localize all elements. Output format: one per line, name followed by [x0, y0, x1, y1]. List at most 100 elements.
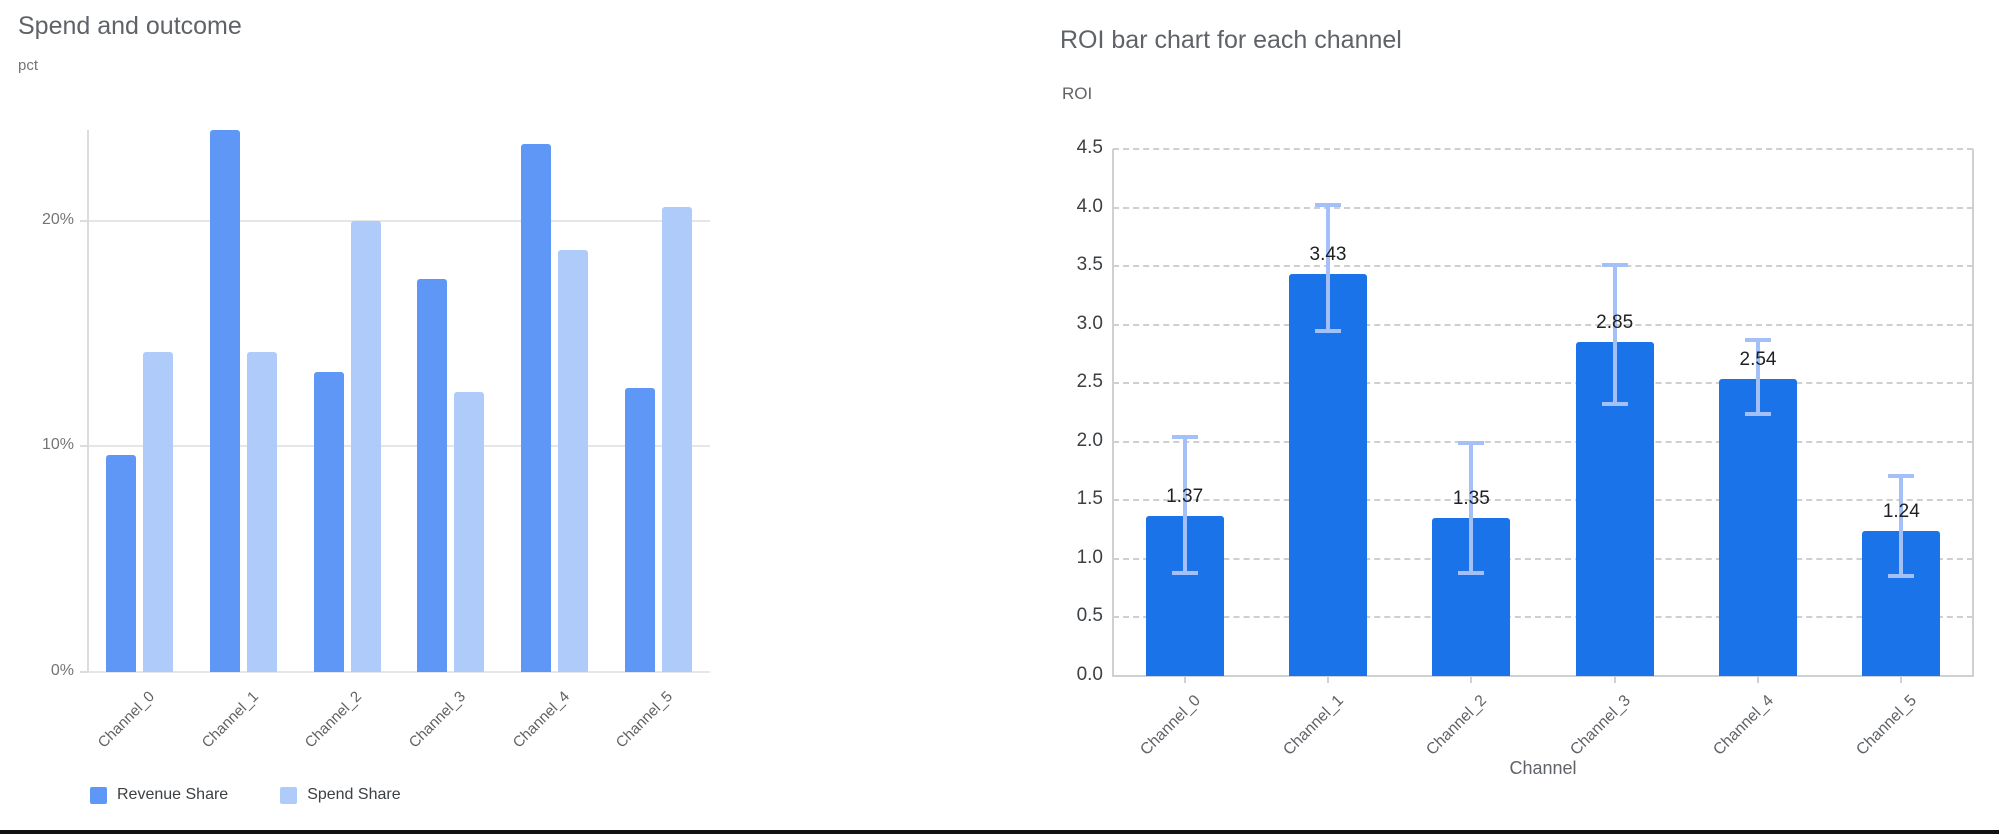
error-bar-cap-bottom-channel_1 [1315, 328, 1341, 333]
right-y-tick-label: 2.5 [1076, 371, 1103, 393]
right-x-tickmark [1613, 676, 1616, 683]
roi-value-label-channel_3: 2.85 [1596, 312, 1634, 334]
right-x-axis-title: Channel [1509, 758, 1577, 778]
left-x-label-channel_4: Channel_4 [509, 688, 573, 752]
left-chart-title: Spend and outcome [18, 12, 242, 40]
left-bar-spend-share-channel_1 [247, 351, 277, 672]
left-gridline-20% [88, 219, 710, 222]
right-gridline-2.5 [1113, 382, 1973, 385]
right-y-tick-label: 3.5 [1076, 254, 1103, 276]
right-y-axis-spine [1112, 149, 1114, 676]
error-bar-cap-top-channel_5 [1888, 473, 1915, 478]
left-x-label-channel_1: Channel_1 [198, 688, 262, 752]
left-bar-revenue-share-channel_4 [521, 143, 551, 672]
right-y-tick-label: 4.5 [1076, 137, 1103, 158]
right-x-tickmark [1327, 676, 1329, 683]
right-gridline-1.0 [1113, 557, 1973, 560]
left-y-axis-unit-label: pct [18, 57, 39, 74]
legend-swatch [280, 786, 298, 804]
right-y-tick-label: 1.5 [1076, 488, 1103, 510]
right-gridline-2.0 [1113, 440, 1973, 443]
left-x-label-channel_2: Channel_2 [301, 688, 366, 752]
right-x-label-channel_1: Channel_1 [1280, 692, 1348, 759]
left-gridline-0% [88, 671, 710, 673]
left-x-label-channel_0: Channel_0 [94, 688, 158, 752]
right-x-tickmark [1470, 676, 1473, 683]
error-bar-cap-bottom-channel_3 [1601, 402, 1628, 407]
left-bar-spend-share-channel_0 [143, 351, 174, 672]
left-x-label-channel_3: Channel_3 [405, 688, 469, 752]
legend-label: Revenue Share [117, 786, 229, 803]
right-x-axis-spine [1112, 675, 1974, 677]
right-x-tickmark [1183, 676, 1186, 683]
right-gridline-4.5 [1113, 148, 1973, 150]
left-x-label-channel_5: Channel_5 [612, 688, 677, 752]
left-bar-spend-share-channel_5 [661, 207, 692, 672]
right-x-tickmark [1900, 676, 1903, 683]
bottom-border-line [0, 830, 1999, 834]
right-plot-area: 0.0 0.5 1.0 1.5 2.0 2.5 3.0 3.5 4.0 4.5 1.37 Channe… [1077, 137, 1974, 759]
right-y-tick-label: 2.0 [1076, 429, 1103, 451]
roi-value-label-channel_1: 3.43 [1309, 244, 1347, 266]
right-x-label-channel_5: Channel_5 [1853, 692, 1921, 759]
legend-swatch [90, 786, 107, 804]
left-y-tick-label: 10% [41, 436, 74, 454]
right-y-axis-unit-label: ROI [1062, 84, 1093, 103]
right-y-tick-label: 0.5 [1076, 605, 1103, 627]
error-bar-cap-top-channel_0 [1171, 435, 1198, 440]
right-x-label-channel_3: Channel_3 [1566, 692, 1634, 759]
right-x-label-channel_2: Channel_2 [1423, 692, 1491, 759]
right-gridline-3.5 [1113, 265, 1973, 268]
right-right-spine [1972, 149, 1974, 676]
error-bar-line-channel_3 [1612, 264, 1617, 405]
legend-item-spend-share: Spend Share [280, 786, 401, 804]
left-y-tickmark [80, 219, 88, 222]
left-bar-spend-share-channel_2 [350, 220, 381, 672]
left-y-tickmark [80, 445, 88, 448]
error-bar-cap-bottom-channel_2 [1458, 570, 1485, 575]
right-gridline-3.0 [1113, 323, 1973, 326]
right-y-tick-label: 4.0 [1076, 195, 1103, 217]
left-bar-revenue-share-channel_3 [417, 279, 448, 672]
error-bar-cap-bottom-channel_5 [1888, 574, 1915, 579]
right-y-tick-label: 1.0 [1076, 546, 1103, 568]
left-y-axis-spine [87, 130, 89, 673]
right-y-tick-label: 0.0 [1076, 664, 1103, 685]
right-gridline-4.0 [1113, 206, 1973, 209]
roi-value-label-channel_5: 1.24 [1882, 500, 1920, 522]
error-bar-line-channel_0 [1182, 437, 1187, 573]
right-gridline-0.5 [1113, 616, 1973, 619]
left-bar-revenue-share-channel_1 [210, 130, 240, 672]
legend-item-revenue-share: Revenue Share [90, 786, 228, 804]
error-bar-line-channel_2 [1469, 442, 1474, 573]
right-gridline-1.5 [1113, 499, 1973, 502]
error-bar-cap-top-channel_2 [1458, 440, 1485, 445]
right-y-tick-label: 3.0 [1076, 312, 1103, 334]
error-bar-cap-bottom-channel_4 [1745, 411, 1771, 416]
right-x-label-channel_4: Channel_4 [1710, 692, 1778, 759]
left-plot-area: 0% 10% 20% Channel_0 Channel_1 Channel_2 Chann… [42, 130, 710, 751]
error-bar-cap-top-channel_4 [1745, 337, 1771, 342]
error-bar-cap-bottom-channel_0 [1171, 570, 1198, 575]
left-y-tick-label: 0% [50, 662, 74, 679]
error-bar-line-channel_4 [1756, 339, 1760, 414]
left-y-tick-label: 20% [41, 210, 74, 228]
right-x-tickmark [1757, 676, 1759, 683]
left-bar-spend-share-channel_4 [558, 249, 588, 672]
left-bar-revenue-share-channel_5 [624, 387, 655, 672]
error-bar-line-channel_5 [1899, 475, 1904, 577]
roi-bar-channel_4 [1719, 378, 1797, 676]
legend-label: Spend Share [307, 786, 401, 803]
error-bar-line-channel_1 [1326, 205, 1330, 331]
left-bar-revenue-share-channel_0 [106, 455, 137, 672]
roi-bar-channel_1 [1289, 274, 1367, 676]
roi-value-label-channel_4: 2.54 [1739, 348, 1777, 370]
roi-value-label-channel_2: 1.35 [1452, 487, 1490, 509]
left-gridline-10% [88, 445, 710, 448]
left-y-tickmark [80, 671, 88, 673]
error-bar-cap-top-channel_1 [1315, 203, 1341, 208]
left-bar-revenue-share-channel_2 [313, 371, 344, 672]
right-x-label-channel_0: Channel_0 [1136, 692, 1204, 759]
left-chart-legend: Revenue Share Spend Share [90, 786, 401, 804]
